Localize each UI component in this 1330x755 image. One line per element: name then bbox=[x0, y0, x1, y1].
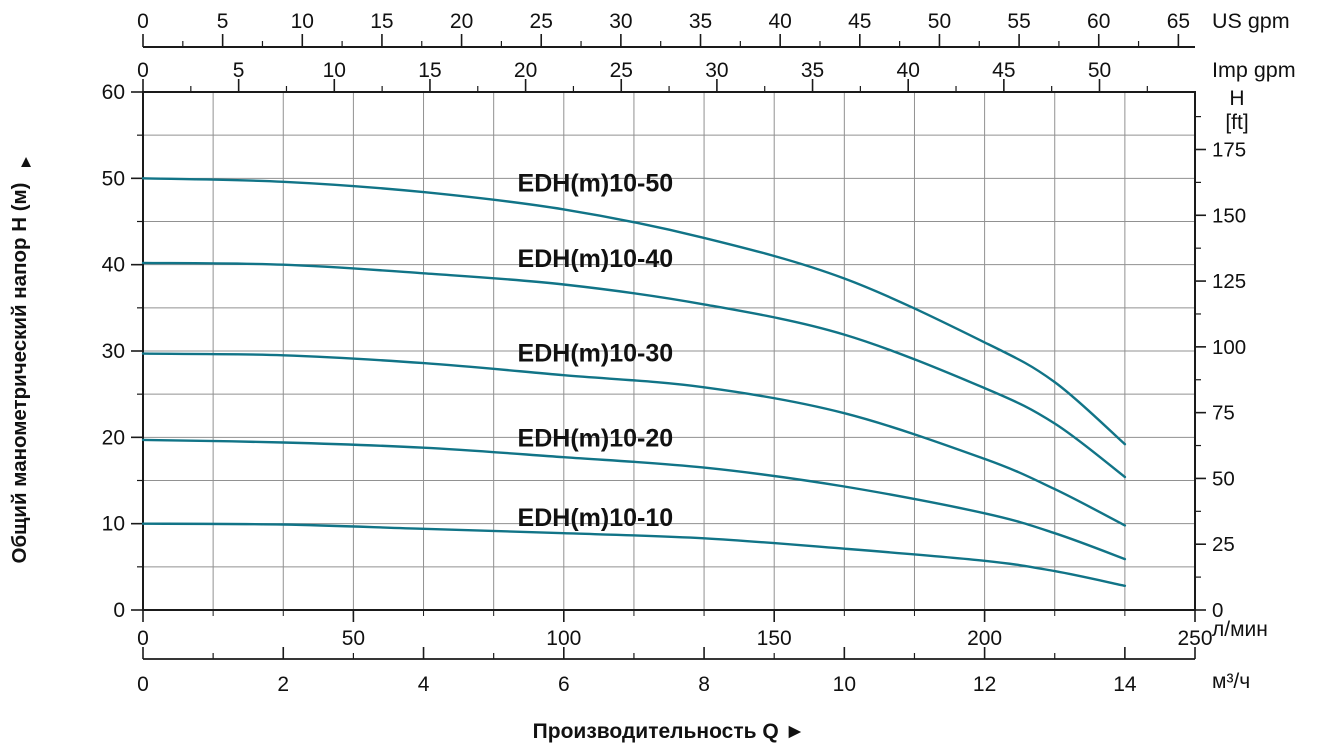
us-gpm-tick-label: 55 bbox=[1007, 10, 1030, 33]
imp-gpm-tick-label: 50 bbox=[1088, 59, 1111, 82]
m3h-tick-label: 8 bbox=[698, 673, 710, 696]
us-gpm-tick-label: 20 bbox=[450, 10, 473, 33]
head-m-tick-label: 50 bbox=[102, 167, 125, 190]
us-gpm-tick-label: 40 bbox=[768, 10, 791, 33]
head-m-tick-label: 30 bbox=[102, 340, 125, 363]
head-m-tick-label: 0 bbox=[113, 599, 125, 622]
lpm-tick-label: 0 bbox=[137, 627, 149, 650]
imp-gpm-tick-label: 40 bbox=[897, 59, 920, 82]
pump-curve-EDH(m)10-10 bbox=[141, 522, 1127, 587]
head-ft-tick-label: 25 bbox=[1212, 533, 1235, 556]
us-gpm-tick-label: 45 bbox=[848, 10, 871, 33]
head-ft-tick-label: 75 bbox=[1212, 402, 1235, 425]
head-m-tick-label: 40 bbox=[102, 254, 125, 277]
pump-curve-EDH(m)10-50 bbox=[141, 177, 1127, 446]
imp-gpm-tick-label: 45 bbox=[992, 59, 1015, 82]
curve-label: EDH(m)10-40 bbox=[518, 245, 674, 273]
head-ft-unit-label: [ft] bbox=[1225, 111, 1248, 134]
imp-gpm-tick-label: 35 bbox=[801, 59, 824, 82]
head-ft-tick-label: 100 bbox=[1212, 336, 1246, 359]
m3h-tick-label: 0 bbox=[137, 673, 149, 696]
head-ft-unit-label: H bbox=[1229, 87, 1244, 110]
lpm-tick-label: 50 bbox=[342, 627, 365, 650]
imp-gpm-tick-label: 10 bbox=[323, 59, 346, 82]
pump-curve-EDH(m)10-30 bbox=[141, 352, 1127, 527]
curve-label: EDH(m)10-10 bbox=[518, 504, 674, 532]
imp-gpm-tick-label: 25 bbox=[610, 59, 633, 82]
imp-gpm-unit-label: Imp gpm bbox=[1212, 58, 1296, 82]
head-ft-tick-label: 175 bbox=[1212, 138, 1246, 161]
lpm-tick-label: 250 bbox=[1177, 627, 1212, 650]
x-axis-title: Производительность Q ► bbox=[533, 720, 806, 743]
m3h-unit-label: м³/ч bbox=[1212, 670, 1250, 693]
m3h-tick-label: 4 bbox=[418, 673, 430, 696]
us-gpm-tick-label: 5 bbox=[217, 10, 229, 33]
head-m-tick-label: 60 bbox=[102, 81, 125, 104]
lpm-tick-label: 200 bbox=[967, 627, 1002, 650]
lpm-tick-label: 150 bbox=[757, 627, 792, 650]
imp-gpm-tick-label: 20 bbox=[514, 59, 537, 82]
imp-gpm-tick-label: 0 bbox=[137, 59, 149, 82]
imp-gpm-tick-label: 5 bbox=[233, 59, 245, 82]
us-gpm-tick-label: 25 bbox=[530, 10, 553, 33]
head-ft-tick-label: 150 bbox=[1212, 204, 1246, 227]
head-ft-tick-label: 50 bbox=[1212, 467, 1235, 490]
pump-curve-EDH(m)10-40 bbox=[141, 261, 1127, 479]
m3h-tick-label: 14 bbox=[1113, 673, 1137, 696]
head-ft-tick-label: 125 bbox=[1212, 270, 1246, 293]
us-gpm-tick-label: 15 bbox=[370, 10, 393, 33]
us-gpm-tick-label: 60 bbox=[1087, 10, 1110, 33]
head-ft-tick-label: 0 bbox=[1212, 599, 1223, 622]
curve-label: EDH(m)10-50 bbox=[518, 170, 674, 198]
m3h-tick-label: 10 bbox=[833, 673, 856, 696]
imp-gpm-tick-label: 15 bbox=[418, 59, 441, 82]
us-gpm-tick-label: 10 bbox=[291, 10, 314, 33]
imp-gpm-tick-label: 30 bbox=[705, 59, 728, 82]
us-gpm-tick-label: 30 bbox=[609, 10, 632, 33]
us-gpm-tick-label: 50 bbox=[928, 10, 951, 33]
us-gpm-tick-label: 35 bbox=[689, 10, 712, 33]
head-m-tick-label: 10 bbox=[102, 513, 125, 536]
m3h-tick-label: 12 bbox=[973, 673, 996, 696]
curve-label: EDH(m)10-30 bbox=[518, 340, 674, 368]
us-gpm-tick-label: 65 bbox=[1167, 10, 1190, 33]
lpm-unit-label: л/мин bbox=[1212, 618, 1268, 641]
pump-curve-EDH(m)10-20 bbox=[141, 438, 1127, 561]
head-m-tick-label: 20 bbox=[102, 426, 125, 449]
lpm-tick-label: 100 bbox=[546, 627, 581, 650]
us-gpm-tick-label: 0 bbox=[137, 10, 149, 33]
curve-label: EDH(m)10-20 bbox=[518, 424, 674, 452]
m3h-tick-label: 6 bbox=[558, 673, 570, 696]
y-axis-title: Общий манометрический напор H (м) bbox=[8, 182, 31, 563]
us-gpm-unit-label: US gpm bbox=[1212, 9, 1290, 33]
m3h-tick-label: 2 bbox=[277, 673, 289, 696]
y-axis-arrow: ▲ bbox=[18, 152, 35, 171]
